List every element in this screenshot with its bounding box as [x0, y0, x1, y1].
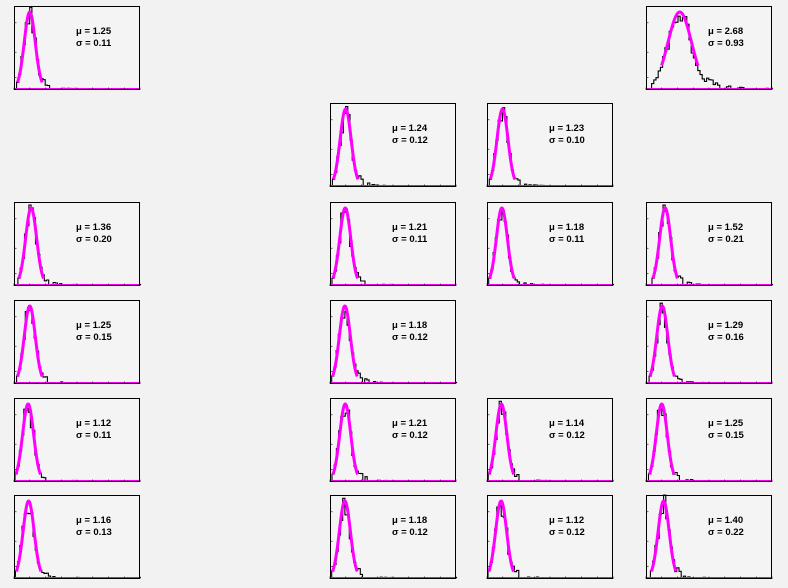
panel-frame — [646, 6, 772, 90]
gaussian-fit-curve — [488, 206, 516, 280]
sigma-label: σ = 0.93 — [708, 38, 744, 49]
sigma-label: σ = 0.12 — [549, 527, 585, 538]
gaussian-fit-curve — [660, 10, 700, 66]
mean-label: μ = 1.25 — [76, 320, 112, 331]
panel-frame — [487, 103, 613, 187]
gaussian-fit-curve — [331, 206, 360, 280]
gaussian-fit-curve — [14, 402, 42, 476]
panel-frame — [646, 495, 772, 579]
mean-label: μ = 1.18 — [392, 320, 427, 331]
panel-frame — [14, 202, 140, 286]
histogram-panel: μ = 1.18σ = 0.11 — [486, 202, 615, 286]
mean-label: μ = 1.29 — [708, 320, 743, 331]
mean-label: μ = 1.12 — [549, 515, 584, 526]
gaussian-fit-curve — [331, 107, 360, 181]
gaussian-fit-curve — [15, 304, 44, 378]
histogram-panel: μ = 2.68σ = 0.93 — [645, 6, 774, 90]
mean-label: μ = 1.36 — [76, 222, 111, 233]
panel-frame — [14, 300, 140, 384]
panel-frame — [487, 202, 613, 286]
histogram-panel: μ = 1.18σ = 0.12 — [329, 495, 458, 579]
mean-label: μ = 1.18 — [549, 222, 584, 233]
mean-label: μ = 1.18 — [392, 515, 427, 526]
histogram-panel: μ = 1.14σ = 0.12 — [486, 398, 614, 482]
panel-frame — [487, 495, 613, 579]
panel-frame — [330, 495, 456, 579]
sigma-label: σ = 0.11 — [76, 430, 112, 441]
sigma-label: σ = 0.12 — [392, 430, 428, 441]
sigma-label: σ = 0.11 — [392, 234, 428, 245]
sigma-label: σ = 0.20 — [76, 234, 112, 245]
histogram-panel: μ = 1.24σ = 0.12 — [329, 103, 457, 187]
gaussian-fit-curve — [487, 499, 515, 573]
panel-frame — [330, 103, 456, 187]
sigma-label: σ = 0.16 — [708, 332, 744, 343]
mean-label: μ = 1.25 — [76, 26, 112, 37]
gaussian-fit-curve — [14, 499, 43, 573]
histogram-panel: μ = 1.25σ = 0.11 — [13, 6, 141, 90]
sigma-label: σ = 0.11 — [549, 234, 585, 245]
mean-label: μ = 1.52 — [708, 222, 743, 233]
sigma-label: σ = 0.12 — [392, 135, 428, 146]
mean-label: μ = 1.25 — [708, 418, 744, 429]
histogram-panel: μ = 1.21σ = 0.11 — [329, 202, 457, 286]
mean-label: μ = 2.68 — [708, 26, 743, 37]
histogram-panel: μ = 1.23σ = 0.10 — [486, 103, 614, 187]
sigma-label: σ = 0.15 — [76, 332, 113, 343]
panel-frame — [646, 300, 772, 384]
gaussian-fit-curve — [487, 402, 516, 476]
sigma-label: σ = 0.22 — [708, 527, 744, 538]
histogram-panel: μ = 1.40σ = 0.22 — [645, 494, 773, 579]
sigma-label: σ = 0.10 — [549, 135, 585, 146]
gaussian-fit-curve — [651, 206, 679, 280]
sigma-label: σ = 0.12 — [392, 527, 428, 538]
panel-frame — [646, 398, 772, 482]
histogram-panel: μ = 1.29σ = 0.16 — [645, 300, 773, 384]
sigma-label: σ = 0.21 — [708, 234, 745, 245]
gaussian-fit-curve — [647, 402, 676, 476]
panel-frame — [487, 398, 613, 482]
histogram-panel: μ = 1.16σ = 0.13 — [13, 495, 141, 579]
mean-label: μ = 1.21 — [392, 418, 428, 429]
mean-label: μ = 1.21 — [392, 222, 428, 233]
mean-label: μ = 1.14 — [549, 418, 585, 429]
panel-frame — [14, 6, 140, 90]
gaussian-fit-curve — [488, 107, 517, 181]
histogram-panel: μ = 1.52σ = 0.21 — [645, 202, 773, 286]
gaussian-fit-curve — [648, 304, 677, 378]
histogram-panel: μ = 1.18σ = 0.12 — [329, 300, 458, 384]
gaussian-fit-curve — [15, 10, 44, 84]
gaussian-fit-curve — [331, 499, 359, 573]
mean-label: μ = 1.12 — [76, 418, 111, 429]
mean-label: μ = 1.16 — [76, 515, 111, 526]
sigma-label: σ = 0.15 — [708, 430, 745, 441]
histogram-panel: μ = 1.21σ = 0.12 — [329, 398, 457, 482]
histogram-panel: μ = 1.12σ = 0.12 — [486, 495, 614, 579]
histogram-panel: μ = 1.25σ = 0.15 — [645, 398, 773, 482]
sigma-label: σ = 0.13 — [76, 527, 112, 538]
gaussian-fit-curve — [331, 402, 360, 476]
histogram-panel: μ = 1.36σ = 0.20 — [13, 202, 142, 286]
mean-label: μ = 1.24 — [392, 123, 428, 134]
gaussian-fit-curve — [649, 499, 678, 573]
panel-frame — [14, 398, 140, 482]
sigma-label: σ = 0.12 — [392, 332, 428, 343]
panel-frame — [14, 495, 140, 579]
panel-frame — [330, 300, 456, 384]
sigma-label: σ = 0.12 — [549, 430, 585, 441]
mean-label: μ = 1.40 — [708, 515, 743, 526]
panel-frame — [330, 202, 456, 286]
panel-frame — [330, 398, 456, 482]
mean-label: μ = 1.23 — [549, 123, 584, 134]
sigma-label: σ = 0.11 — [76, 38, 112, 49]
histogram-panel: μ = 1.25σ = 0.15 — [13, 300, 141, 384]
gaussian-fit-curve — [331, 304, 359, 378]
gaussian-fit-curve — [17, 206, 45, 280]
panel-frame — [646, 202, 772, 286]
histogram-panel: μ = 1.12σ = 0.11 — [13, 398, 141, 482]
